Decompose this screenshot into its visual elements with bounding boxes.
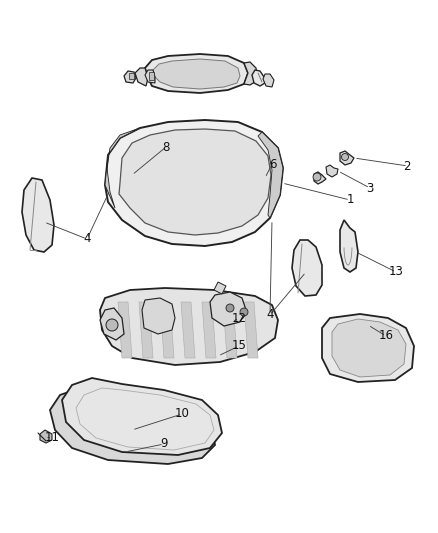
- Polygon shape: [139, 302, 153, 358]
- Polygon shape: [244, 302, 258, 358]
- Text: 10: 10: [174, 407, 189, 420]
- Polygon shape: [244, 62, 258, 85]
- Polygon shape: [326, 165, 338, 177]
- Polygon shape: [263, 74, 274, 87]
- Polygon shape: [50, 388, 215, 464]
- Polygon shape: [202, 302, 216, 358]
- Polygon shape: [332, 319, 406, 377]
- Text: 16: 16: [379, 329, 394, 342]
- Polygon shape: [149, 72, 154, 80]
- Polygon shape: [223, 302, 237, 358]
- Circle shape: [226, 304, 234, 312]
- Polygon shape: [135, 68, 148, 86]
- Polygon shape: [160, 302, 174, 358]
- Text: 8: 8: [162, 141, 169, 154]
- Circle shape: [313, 173, 321, 181]
- Polygon shape: [214, 282, 226, 294]
- Polygon shape: [22, 178, 54, 252]
- Polygon shape: [142, 298, 175, 334]
- Polygon shape: [210, 292, 246, 326]
- Polygon shape: [119, 129, 271, 235]
- Polygon shape: [340, 151, 354, 165]
- Polygon shape: [314, 172, 326, 184]
- Polygon shape: [153, 59, 240, 89]
- Polygon shape: [105, 128, 140, 208]
- Polygon shape: [40, 430, 52, 443]
- Text: 11: 11: [44, 431, 59, 443]
- Polygon shape: [105, 120, 283, 246]
- Text: 12: 12: [231, 312, 246, 325]
- Text: 9: 9: [160, 437, 168, 450]
- Polygon shape: [322, 314, 414, 382]
- Polygon shape: [292, 240, 322, 296]
- Circle shape: [106, 319, 118, 331]
- Polygon shape: [258, 132, 283, 218]
- Circle shape: [240, 308, 248, 316]
- Polygon shape: [145, 70, 155, 83]
- Polygon shape: [340, 220, 358, 272]
- Polygon shape: [145, 54, 248, 93]
- Polygon shape: [100, 288, 278, 365]
- Polygon shape: [118, 302, 132, 358]
- Text: 13: 13: [389, 265, 404, 278]
- Polygon shape: [181, 302, 195, 358]
- Text: 3: 3: [367, 182, 374, 195]
- Polygon shape: [124, 71, 136, 83]
- Text: 1: 1: [346, 193, 354, 206]
- Text: 4: 4: [266, 308, 274, 321]
- Text: 15: 15: [231, 339, 246, 352]
- Polygon shape: [252, 70, 265, 86]
- Text: 2: 2: [403, 160, 411, 173]
- Circle shape: [342, 154, 349, 160]
- Polygon shape: [129, 73, 134, 79]
- Text: 6: 6: [268, 158, 276, 171]
- Polygon shape: [62, 378, 222, 455]
- Text: 4: 4: [83, 232, 91, 245]
- Polygon shape: [100, 308, 124, 340]
